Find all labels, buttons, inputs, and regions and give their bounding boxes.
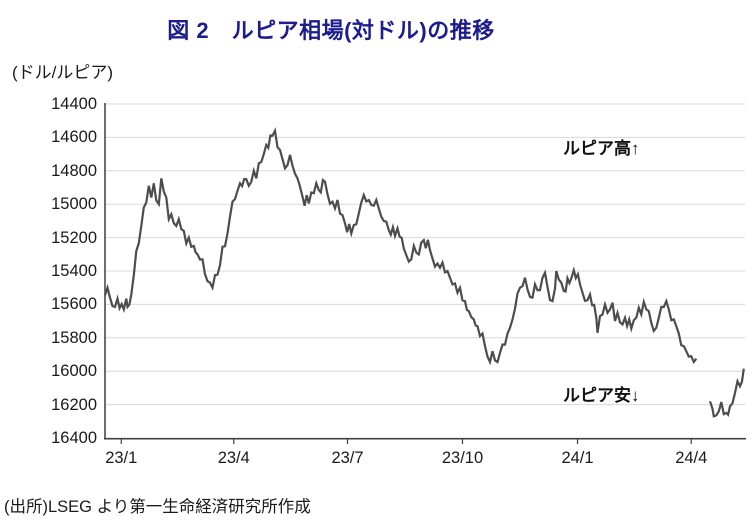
source-note: (出所)LSEG より第一生命経済研究所作成 [4,498,311,516]
usd-idr-price-line [103,127,698,366]
y-tick-label: 15400 [51,262,97,280]
y-tick-label: 15200 [51,228,97,247]
x-tick-label: 23/1 [105,449,138,467]
y-tick-label: 14600 [51,128,97,147]
y-tick-label: 15000 [51,195,97,214]
y-tick-label: 14800 [51,161,97,180]
x-tick-label: 23/10 [441,449,484,467]
usd-idr-price-line [708,368,745,418]
x-tick-label: 24/1 [561,449,594,467]
y-tick-label: 16000 [51,362,97,381]
y-tick-label: 15800 [51,328,97,347]
annotation-rupiah-low: ルピア安↓ [563,386,640,405]
x-tick-label: 23/4 [217,449,250,467]
y-tick-label: 16400 [51,429,97,447]
y-tick-label: 15600 [51,295,97,314]
y-axis-unit-label: (ドル/ルピア) [12,63,114,82]
chart-title: 図 2 ルピア相場(対ドル)の推移 [167,18,495,43]
x-tick-label: 24/4 [675,449,708,467]
x-tick-label: 23/7 [331,449,364,467]
y-tick-label: 14400 [51,95,97,113]
y-tick-label: 16200 [51,395,97,414]
annotation-rupiah-high: ルピア高↑ [563,139,640,158]
